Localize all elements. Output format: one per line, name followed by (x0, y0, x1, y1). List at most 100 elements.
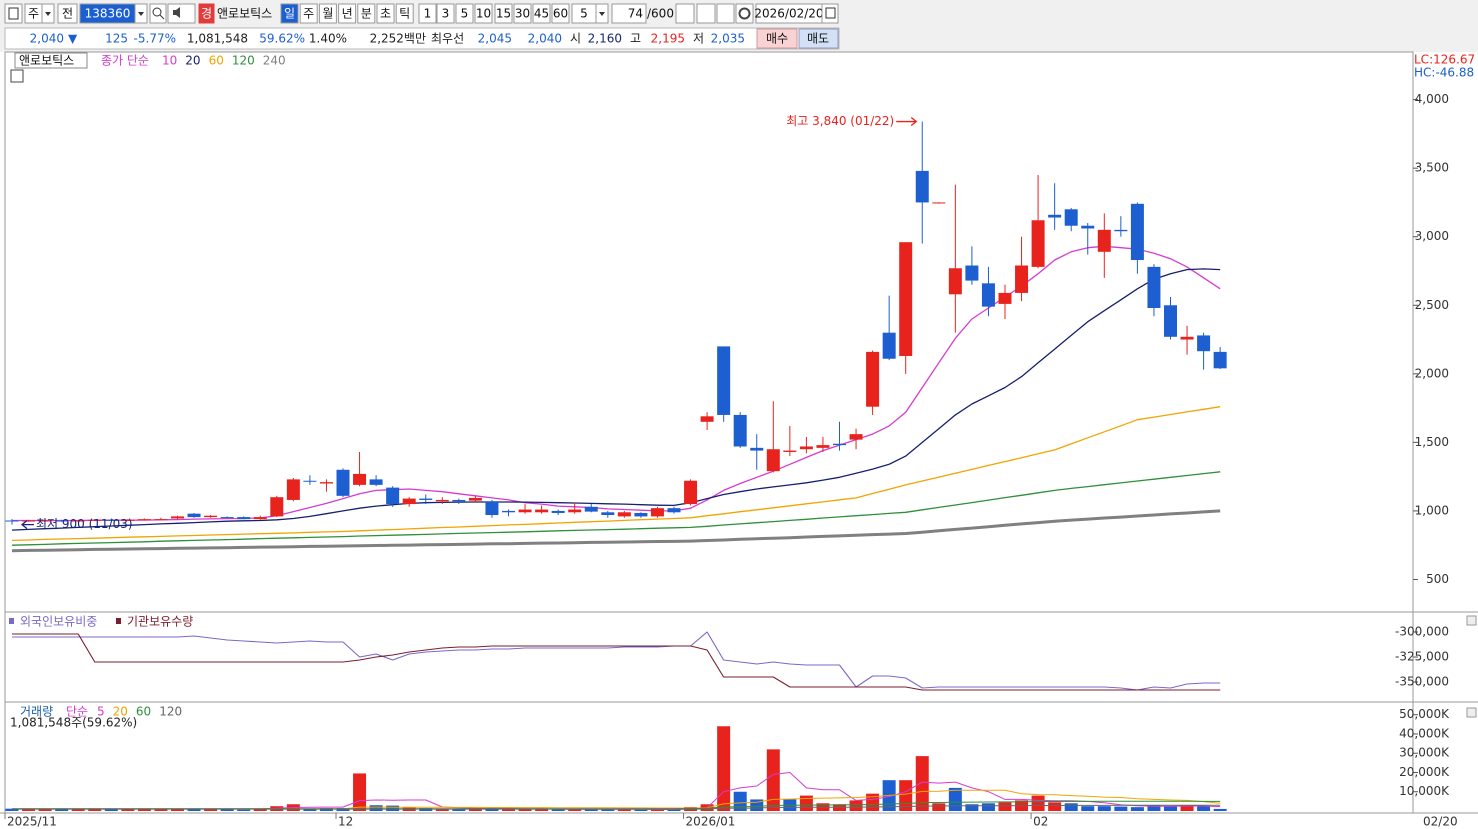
quote-field: 저 (693, 32, 704, 46)
legend-marker (9, 618, 14, 624)
period-button[interactable] (357, 3, 376, 24)
tool-button[interactable] (675, 3, 695, 24)
x-tick-label: 2025/11 (7, 815, 57, 829)
volume-bar (650, 809, 664, 811)
volume-bar (634, 809, 648, 811)
candle-body (485, 501, 499, 516)
chart-title: 앤로보틱스 (19, 54, 74, 68)
count-button[interactable] (611, 3, 647, 24)
volume-bar (1064, 803, 1078, 811)
panel-button[interactable] (1466, 707, 1477, 718)
quote-field: 125 (105, 32, 128, 46)
volume-bar (22, 808, 36, 811)
grid-toggle[interactable] (10, 69, 24, 83)
candle-body (22, 520, 36, 522)
period-unit: 주 (28, 7, 39, 21)
quote-field: 2,160 (588, 32, 622, 46)
candle-body (535, 509, 549, 513)
candle-body (667, 508, 681, 513)
legend-prefix: 단순 (66, 705, 88, 719)
legend-marker (116, 618, 121, 624)
period-button[interactable] (395, 3, 414, 24)
interval-button[interactable] (532, 3, 551, 24)
sound-button[interactable] (167, 3, 196, 24)
interval-button[interactable] (494, 3, 513, 24)
y-tick-label: 3,500 (1415, 161, 1449, 175)
period-button[interactable] (318, 3, 337, 24)
candle-body (468, 497, 482, 501)
candle-body (1048, 214, 1062, 218)
interval-button[interactable] (474, 3, 493, 24)
legend-entry: 외국인보유비중 (20, 615, 97, 629)
candle-body (799, 446, 813, 450)
quote-field: 2,252백만 (370, 32, 426, 46)
x-end-label: 02/20 (1423, 815, 1458, 829)
period-button[interactable] (280, 3, 299, 24)
quote-field: 59.62% (259, 32, 305, 46)
candle-body (700, 416, 714, 422)
save-button[interactable] (716, 3, 735, 24)
volume-bar (369, 805, 383, 811)
interval: 60 (553, 7, 568, 21)
period: 분 (361, 7, 372, 21)
volume-bar (601, 809, 615, 811)
volume-bar (253, 809, 267, 811)
candle-body (1147, 266, 1161, 309)
sell-button[interactable] (798, 28, 839, 49)
sound-icon (173, 7, 180, 18)
period-button[interactable] (376, 3, 395, 24)
volume-bar (766, 749, 780, 811)
panel-button[interactable] (1466, 615, 1477, 626)
y-tick-label: -325,000 (1395, 650, 1449, 664)
candle-body (88, 519, 102, 521)
period-button[interactable] (299, 3, 318, 24)
y-tick-label: -300,000 (1395, 625, 1449, 639)
search-button[interactable] (149, 3, 167, 24)
market-badge-button[interactable] (198, 3, 215, 24)
volume-bar (932, 803, 946, 811)
prev: 전 (62, 7, 73, 21)
line-series (11, 268, 1221, 531)
quote-field: 2,040 (30, 32, 64, 46)
volume-bar (1213, 808, 1227, 811)
candle-body (220, 517, 234, 519)
tool-button[interactable] (696, 3, 716, 24)
volume-bar (502, 809, 515, 811)
candle-body (717, 346, 731, 415)
interval-button[interactable] (436, 3, 455, 24)
prev-button[interactable] (57, 3, 78, 24)
volume-bar (1048, 802, 1062, 811)
count-max: /600 (647, 7, 674, 21)
stock-code: 138360 (85, 7, 131, 21)
calendar-button[interactable] (821, 3, 839, 24)
candle-body (518, 509, 532, 513)
candle-body (286, 479, 300, 500)
legend-entry: 기관보유수량 (127, 615, 193, 629)
interval-button[interactable] (418, 3, 437, 24)
interval-button[interactable] (551, 3, 570, 24)
candle-body (650, 508, 664, 517)
legend-entry: 5 (97, 705, 105, 719)
buy-button[interactable] (756, 28, 798, 49)
layout-button[interactable] (4, 3, 23, 24)
interval-button[interactable] (455, 3, 474, 24)
dropdown-arrow (45, 12, 51, 16)
interval-button[interactable] (513, 3, 532, 24)
period-button[interactable] (338, 3, 357, 24)
candle-body (1031, 220, 1045, 267)
quote-field: 2,195 (651, 32, 685, 46)
period: 초 (380, 7, 391, 21)
volume-bar (204, 809, 218, 811)
y-tick-label: 1,500 (1415, 435, 1449, 449)
volume-bar (137, 809, 151, 811)
y-tick-label: 2,500 (1415, 298, 1449, 312)
settings-icon (738, 7, 751, 20)
candle-body (1213, 351, 1227, 369)
candle-body (38, 520, 52, 522)
volume-bar (1130, 807, 1144, 811)
candle-body (121, 519, 135, 521)
y-tick-label: 2,000 (1415, 366, 1449, 380)
settings-button[interactable] (735, 3, 754, 24)
volume-bar (667, 809, 681, 811)
